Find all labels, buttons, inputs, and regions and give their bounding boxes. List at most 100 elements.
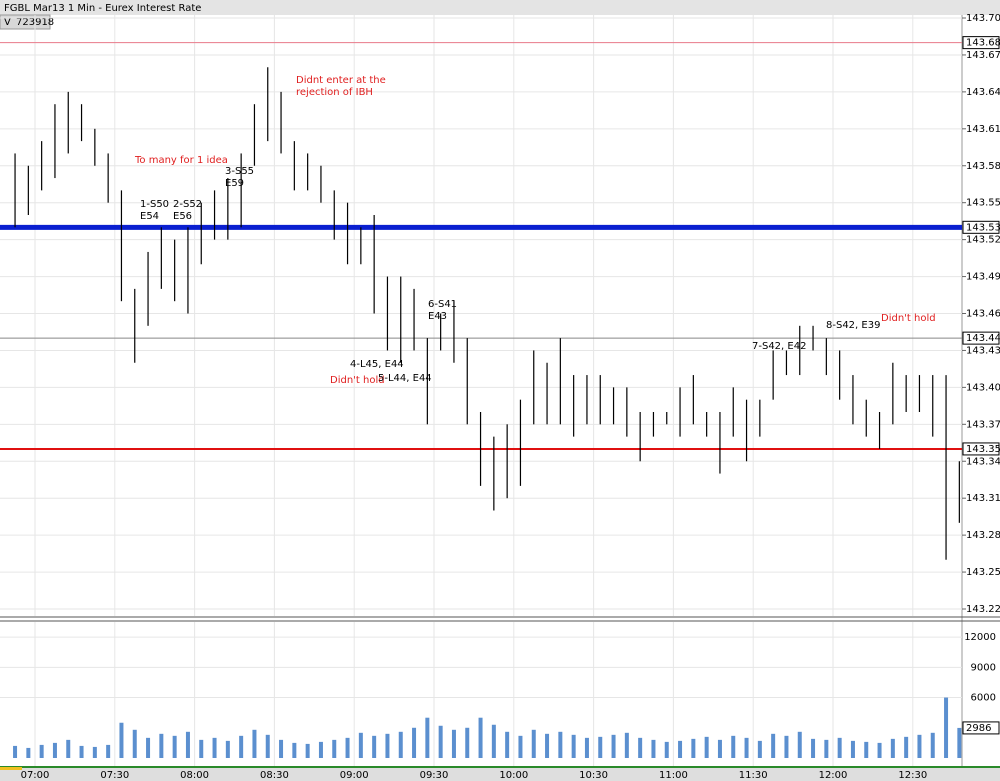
volume-bar bbox=[292, 742, 297, 758]
y-tick-label: 143.67 bbox=[966, 50, 1000, 61]
y-tick-label: 143.28 bbox=[966, 530, 1000, 541]
volume-bar bbox=[66, 739, 71, 758]
volume-bar bbox=[185, 731, 190, 758]
volume-bar bbox=[731, 735, 736, 758]
y-tick-label: 143.25 bbox=[966, 567, 1000, 578]
y-tick-label: 143.49 bbox=[966, 272, 1000, 283]
volume-bar bbox=[412, 727, 417, 758]
x-tick-label: 07:30 bbox=[100, 770, 129, 781]
volume-bar bbox=[797, 731, 802, 758]
volume-bar bbox=[465, 727, 470, 758]
y-tick-label: 143.43 bbox=[966, 345, 1000, 356]
volume-bar bbox=[957, 727, 962, 758]
level-label: 143.44 bbox=[966, 333, 1000, 344]
volume-bar bbox=[638, 737, 643, 758]
level-label: 143.35 bbox=[966, 444, 1000, 455]
annotation: 7-S42, E42 bbox=[752, 341, 806, 352]
volume-bar bbox=[518, 735, 523, 758]
y-tick-label: 143.31 bbox=[966, 493, 1000, 504]
annotation: 1-S50 bbox=[140, 199, 169, 210]
level-marker bbox=[962, 220, 1000, 234]
annotation: 8-S42, E39 bbox=[826, 320, 880, 331]
volume-bar bbox=[358, 732, 363, 758]
x-tick-label: 09:30 bbox=[420, 770, 449, 781]
y-tick-label: 143.64 bbox=[966, 87, 1000, 98]
x-tick-label: 09:00 bbox=[340, 770, 369, 781]
level-marker bbox=[962, 331, 1000, 345]
x-tick-label: 12:00 bbox=[819, 770, 848, 781]
volume-bar bbox=[717, 739, 722, 758]
level-label: 143.53 bbox=[966, 222, 1000, 233]
annotation: 6-S41 bbox=[428, 299, 457, 310]
volume-bar bbox=[611, 734, 616, 758]
volume-bar bbox=[837, 737, 842, 758]
x-tick-label: 10:30 bbox=[579, 770, 608, 781]
annotation: To many for 1 idea bbox=[134, 155, 228, 166]
annotation: 3-S55 bbox=[225, 166, 254, 177]
volume-bar bbox=[944, 697, 949, 758]
volume-bar bbox=[372, 735, 377, 758]
volume-bar bbox=[212, 737, 217, 758]
volume-bar bbox=[39, 744, 44, 758]
volume-bar bbox=[824, 739, 829, 758]
volume-bar bbox=[890, 738, 895, 758]
annotation: 5-L44, E44 bbox=[378, 373, 432, 384]
volume-bar bbox=[332, 739, 337, 758]
x-tick-label: 11:30 bbox=[739, 770, 768, 781]
y-tick-label: 143.40 bbox=[966, 382, 1000, 393]
volume-bar bbox=[478, 717, 483, 758]
volume-tick-label: 12000 bbox=[964, 632, 996, 643]
y-tick-label: 143.55 bbox=[966, 198, 1000, 209]
x-tick-label: 08:00 bbox=[180, 770, 209, 781]
volume-bar bbox=[678, 740, 683, 758]
x-tick-label: 07:00 bbox=[21, 770, 50, 781]
annotation: E54 bbox=[140, 211, 159, 222]
volume-bar bbox=[106, 744, 111, 758]
volume-bar bbox=[930, 732, 935, 758]
volume-bar bbox=[850, 740, 855, 758]
volume-bar bbox=[651, 739, 656, 758]
volume-bar bbox=[664, 741, 669, 758]
annotation: 2-S52 bbox=[173, 199, 202, 210]
y-tick-label: 143.52 bbox=[966, 235, 1000, 246]
volume-bar bbox=[571, 734, 576, 758]
session-marker bbox=[0, 767, 22, 770]
time-axis bbox=[0, 768, 1000, 781]
volume-bar bbox=[225, 740, 230, 758]
volume-bar bbox=[704, 736, 709, 758]
volume-bar bbox=[904, 736, 909, 758]
volume-bar bbox=[425, 717, 430, 758]
volume-bar bbox=[172, 735, 177, 758]
y-tick-label: 143.46 bbox=[966, 309, 1000, 320]
volume-marker-label: 2986 bbox=[966, 723, 991, 734]
volume-bar bbox=[305, 743, 310, 758]
volume-bar bbox=[26, 747, 31, 758]
level-label: 143.68 bbox=[966, 38, 1000, 49]
annotation: 4-L45, E44 bbox=[350, 359, 404, 370]
title-bar bbox=[0, 0, 1000, 15]
volume-bar bbox=[877, 742, 882, 758]
volume-bar bbox=[239, 735, 244, 758]
volume-bar bbox=[159, 733, 164, 758]
y-tick-label: 143.37 bbox=[966, 419, 1000, 430]
x-tick-label: 08:30 bbox=[260, 770, 289, 781]
annotation: Didnt enter at the bbox=[296, 75, 386, 86]
volume-bar bbox=[864, 741, 869, 758]
volume-bar bbox=[598, 736, 603, 758]
volume-bar bbox=[558, 731, 563, 758]
volume-bar bbox=[584, 737, 589, 758]
volume-bar bbox=[545, 733, 550, 758]
annotation: E56 bbox=[173, 211, 192, 222]
annotation: Didn't hold bbox=[881, 313, 936, 324]
volume-bar bbox=[119, 722, 124, 758]
volume-bar bbox=[744, 737, 749, 758]
volume-marker bbox=[962, 721, 1000, 735]
volume-bar bbox=[92, 746, 97, 758]
volume-bar bbox=[491, 724, 496, 758]
volume-bar bbox=[691, 738, 696, 758]
level-marker bbox=[962, 36, 1000, 50]
volume-bar bbox=[771, 733, 776, 758]
y-tick-label: 143.34 bbox=[966, 456, 1000, 467]
volume-bar bbox=[438, 725, 443, 758]
